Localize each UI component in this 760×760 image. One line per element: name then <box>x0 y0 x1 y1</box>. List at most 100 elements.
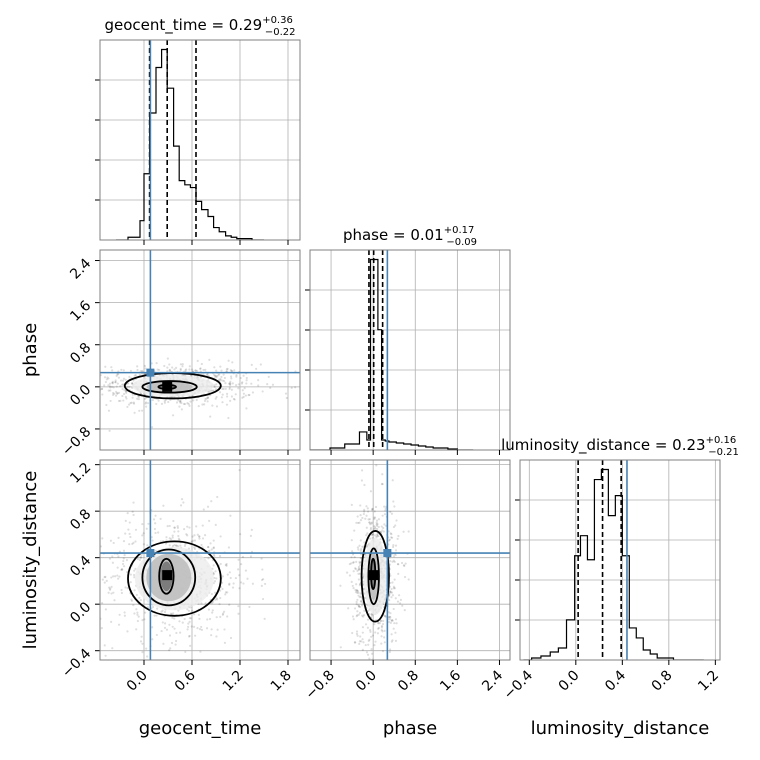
sample-point <box>150 362 153 365</box>
sample-point <box>131 393 134 396</box>
sample-point <box>209 415 212 418</box>
sample-point <box>369 537 372 540</box>
sample-point <box>365 545 368 548</box>
sample-point <box>69 384 71 386</box>
sample-point <box>379 619 383 622</box>
sample-point <box>220 396 223 399</box>
injection-marker <box>146 549 155 558</box>
sample-point <box>363 483 366 487</box>
sample-point <box>221 393 224 396</box>
sample-point <box>196 359 199 362</box>
sample-point <box>392 607 395 611</box>
sample-point <box>95 393 97 395</box>
sample-point <box>141 642 144 645</box>
sample-point <box>160 610 163 613</box>
sample-point <box>370 533 374 536</box>
sample-point <box>228 582 231 585</box>
hist-area <box>310 250 474 450</box>
sample-point <box>219 365 222 368</box>
sample-point <box>81 593 83 595</box>
sample-point <box>213 554 216 558</box>
sample-point <box>123 614 126 617</box>
sample-point <box>224 593 227 596</box>
sample-point <box>46 644 48 646</box>
sample-point <box>373 525 376 528</box>
sample-point <box>190 368 194 371</box>
sample-point <box>285 396 288 400</box>
sample-point <box>225 392 229 396</box>
sample-point <box>235 384 238 387</box>
sample-point <box>381 473 384 476</box>
sample-point <box>200 625 203 629</box>
sample-point <box>134 373 137 377</box>
sample-point <box>202 508 205 511</box>
sample-point <box>358 640 361 643</box>
sample-point <box>373 644 376 647</box>
sample-point <box>380 635 383 638</box>
sample-point <box>361 626 365 629</box>
sample-point <box>356 591 359 595</box>
sample-point <box>238 587 241 590</box>
sample-point <box>104 365 107 368</box>
sample-point <box>136 397 139 400</box>
sample-point <box>358 560 361 563</box>
sample-point <box>122 379 125 382</box>
sample-point <box>200 543 203 547</box>
sample-point <box>355 560 358 563</box>
sample-point <box>374 527 377 530</box>
sample-point <box>225 395 229 398</box>
sample-point <box>193 546 196 549</box>
sample-point <box>359 564 362 567</box>
x-tick-label: 0.8 <box>649 668 676 695</box>
sample-point <box>245 407 248 410</box>
sample-point <box>137 395 140 398</box>
sample-point <box>373 516 377 519</box>
sample-point <box>210 661 212 663</box>
sample-point <box>229 375 233 378</box>
sample-point <box>188 365 191 368</box>
sample-point <box>68 582 70 584</box>
sample-point <box>228 386 231 389</box>
sample-point <box>361 648 364 652</box>
sample-point <box>134 528 138 531</box>
sample-point <box>218 378 221 381</box>
sample-point <box>173 544 176 547</box>
sample-point <box>367 518 370 521</box>
density-peak <box>162 570 173 581</box>
sample-point <box>389 616 392 619</box>
sample-point <box>165 536 168 539</box>
sample-point <box>389 581 392 585</box>
sample-point <box>144 405 148 408</box>
sample-point <box>390 533 393 536</box>
sample-point <box>247 393 250 397</box>
sample-point <box>171 616 174 619</box>
sample-point <box>339 584 342 587</box>
sample-point <box>402 564 406 567</box>
sample-point <box>362 614 366 617</box>
sample-point <box>339 646 342 649</box>
sample-point <box>367 510 370 513</box>
sample-point <box>228 583 231 586</box>
sample-point <box>139 599 142 602</box>
sample-point <box>215 376 218 379</box>
sample-point <box>176 526 180 529</box>
sample-point <box>196 626 199 630</box>
sample-point <box>381 622 385 626</box>
sample-point <box>93 593 95 595</box>
sample-point <box>355 615 358 618</box>
sample-point <box>392 627 395 630</box>
sample-point <box>219 562 222 566</box>
sample-point <box>97 391 99 393</box>
sample-point <box>121 562 125 566</box>
sample-point <box>188 368 191 371</box>
sample-point <box>109 539 113 542</box>
sample-point <box>394 618 398 621</box>
sample-point <box>181 621 184 624</box>
sample-point <box>352 586 355 590</box>
sample-point <box>163 364 166 368</box>
sample-point <box>136 365 139 368</box>
sample-point <box>156 368 159 371</box>
sample-point <box>171 414 175 417</box>
sample-point <box>212 546 215 549</box>
